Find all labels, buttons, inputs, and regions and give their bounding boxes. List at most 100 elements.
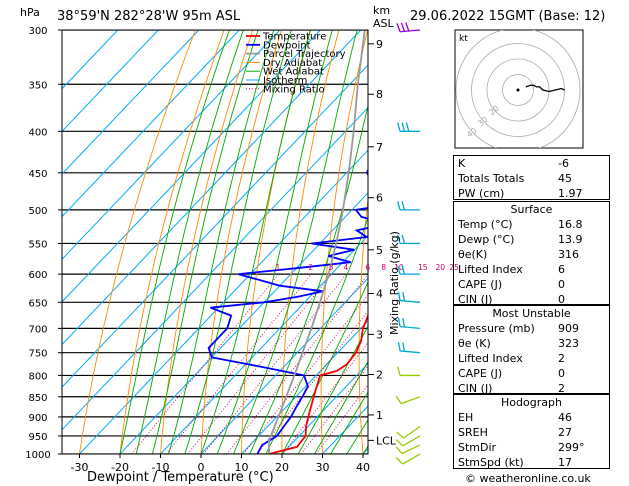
unstable-row: CIN (J) 2 [454, 381, 609, 396]
dry-adiabat-line [432, 30, 454, 454]
hodo-row: StmSpd (kt) 17 [454, 455, 609, 470]
legend-entry: Dewpoint [263, 40, 311, 51]
surface-value: 13.9 [558, 233, 583, 246]
unstable-row: Pressure (mb) 909 [454, 321, 609, 336]
surface-row: Dewp (°C) 13.9 [454, 232, 609, 247]
x-tick-label: -10 [152, 461, 170, 474]
height-tick-label: 7 [376, 141, 383, 154]
height-tick-label: 1 [376, 409, 383, 422]
isotherm-line [62, 106, 368, 431]
pressure-tick-label: 850 [28, 393, 47, 404]
hodo-value: 17 [558, 456, 572, 469]
legend-entry: Parcel Trajectory [263, 49, 346, 60]
dry-adiabat-line [320, 30, 368, 454]
wind-barb [395, 395, 421, 405]
isotherm-line [160, 234, 368, 454]
height-tick-label: 5 [376, 244, 383, 257]
legend-entry: Isotherm [263, 76, 307, 87]
y2-axis-label: Mixing Ratio (g/kg) [388, 231, 401, 335]
hodo-label: EH [458, 411, 474, 424]
wind-barb [397, 317, 421, 330]
x-tick-label: 10 [235, 461, 249, 474]
isotherm-line [281, 362, 368, 454]
wind-barb [397, 265, 420, 275]
surface-row: Lifted Index 6 [454, 262, 609, 277]
height-tick-label: 8 [376, 88, 383, 101]
mixing-ratio-label: 4 [344, 263, 349, 272]
pressure-tick-label: 550 [28, 239, 47, 250]
height-unit-asl: ASL [373, 17, 395, 30]
isotherm-line [241, 320, 368, 454]
surface-row: CAPE (J) 0 [454, 277, 609, 292]
wet-adiabat-line [151, 30, 259, 454]
totals-row: Totals Totals 45 [454, 171, 609, 186]
k-index-row: K -6 [454, 156, 609, 171]
wind-barb [397, 366, 420, 377]
height-tick-label: 9 [376, 38, 383, 51]
surface-value: 16.8 [558, 218, 583, 231]
x-tick-label: 40 [356, 461, 370, 474]
indices-table: K -6 Totals Totals 45 PW (cm) 1.97 [453, 155, 610, 200]
dry-adiabat-line [625, 30, 629, 454]
height-tick-label: 6 [376, 192, 383, 205]
location-title: 38°59'N 282°28'W 95m ASL [57, 9, 241, 24]
wind-barb [395, 453, 421, 465]
surface-label: Lifted Index [458, 263, 523, 276]
x-tick-label: 20 [275, 461, 289, 474]
mixing-ratio-label: 8 [381, 263, 386, 272]
unstable-value: 323 [558, 337, 579, 350]
pw-row: PW (cm) 1.97 [454, 186, 609, 201]
dry-adiabat-line [79, 30, 196, 454]
wet-adiabat-line [200, 30, 312, 454]
wet-adiabat-line [281, 281, 368, 454]
wind-barb [395, 444, 421, 455]
wet-adiabat-line [297, 325, 368, 454]
mixing-ratio-label: 20 [436, 263, 446, 272]
wet-adiabat-line [184, 30, 292, 454]
surface-row: θe(K) 316 [454, 247, 609, 262]
dry-adiabat-line [200, 30, 282, 454]
x-tick-label: -30 [71, 461, 89, 474]
isotherm-line [62, 64, 368, 388]
pressure-tick-label: 950 [28, 432, 47, 443]
isotherm-line [62, 30, 200, 175]
pressure-tick-label: 650 [28, 298, 47, 309]
plot-frame [61, 29, 369, 455]
unstable-table: Most Unstable Pressure (mb) 909 θe (K) 323 L… [453, 305, 610, 396]
legend-entry: Temperature [262, 32, 326, 43]
unstable-label: CAPE (J) [458, 367, 503, 380]
hodo-row: SREH 27 [454, 425, 609, 440]
dewpoint-line [207, 168, 368, 454]
surface-label: θe(K) [458, 248, 488, 261]
x-tick-label: -20 [111, 461, 129, 474]
height-unit-km: km [373, 4, 390, 17]
mixing-ratio-label: 2 [308, 263, 313, 272]
hodo-label: StmDir [458, 441, 497, 454]
footer-credit: © weatheronline.co.uk [465, 472, 591, 485]
isotherm-line [79, 149, 368, 454]
hodo-value: 299° [558, 441, 585, 454]
height-tick-label: LCL [376, 434, 397, 447]
isotherm-line [200, 277, 368, 454]
mixing-ratio-label: 10 [394, 263, 404, 272]
isotherm-line [62, 30, 159, 133]
surface-label: CAPE (J) [458, 278, 503, 291]
height-tick-label: 3 [376, 328, 383, 341]
dry-adiabat-line [160, 30, 254, 454]
pressure-tick-label: 350 [28, 80, 47, 91]
wet-adiabat-line [168, 30, 275, 454]
hodo-row: EH 46 [454, 410, 609, 425]
surface-label: CIN (J) [458, 293, 493, 306]
mixing-ratio-label: 3 [329, 263, 334, 272]
surface-value: 0 [558, 293, 565, 306]
wind-barb [397, 234, 420, 245]
pressure-tick-label: 750 [28, 349, 47, 360]
mixing-ratio-line [300, 365, 368, 454]
wind-barb [396, 426, 421, 439]
unstable-row: CAPE (J) 0 [454, 366, 609, 381]
wet-adiabat-line [265, 216, 368, 454]
pressure-tick-label: 800 [28, 371, 47, 382]
totals-label: Totals Totals [458, 172, 525, 185]
axes: 3003504004505005506006507007508008509009… [25, 26, 397, 474]
